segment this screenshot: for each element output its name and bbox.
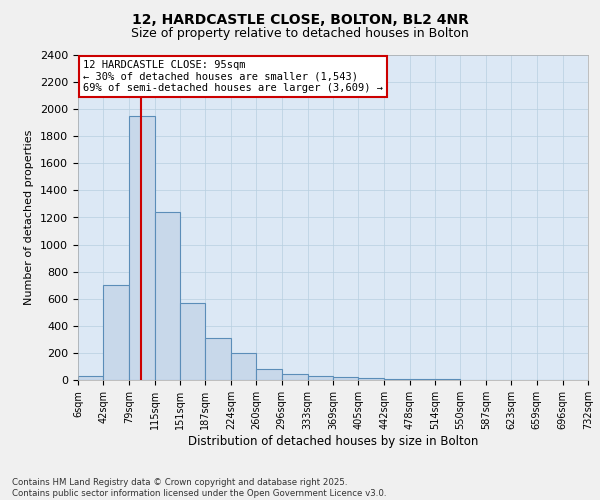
Bar	[308, 376, 333, 380]
Bar	[129, 116, 155, 380]
Bar	[103, 285, 129, 380]
Text: Contains HM Land Registry data © Crown copyright and database right 2025.
Contai: Contains HM Land Registry data © Crown c…	[12, 478, 386, 498]
Bar	[384, 379, 410, 380]
Bar	[180, 303, 205, 380]
Bar	[410, 379, 435, 380]
Text: 12 HARDCASTLE CLOSE: 95sqm
← 30% of detached houses are smaller (1,543)
69% of s: 12 HARDCASTLE CLOSE: 95sqm ← 30% of deta…	[83, 60, 383, 93]
Bar	[358, 378, 384, 380]
Y-axis label: Number of detached properties: Number of detached properties	[25, 130, 34, 305]
Bar	[256, 369, 282, 380]
Bar	[78, 376, 103, 380]
Bar	[231, 353, 256, 380]
Bar	[282, 374, 308, 380]
Bar	[333, 378, 358, 380]
Bar	[155, 212, 180, 380]
X-axis label: Distribution of detached houses by size in Bolton: Distribution of detached houses by size …	[188, 434, 478, 448]
Text: 12, HARDCASTLE CLOSE, BOLTON, BL2 4NR: 12, HARDCASTLE CLOSE, BOLTON, BL2 4NR	[131, 12, 469, 26]
Bar	[205, 338, 231, 380]
Text: Size of property relative to detached houses in Bolton: Size of property relative to detached ho…	[131, 28, 469, 40]
